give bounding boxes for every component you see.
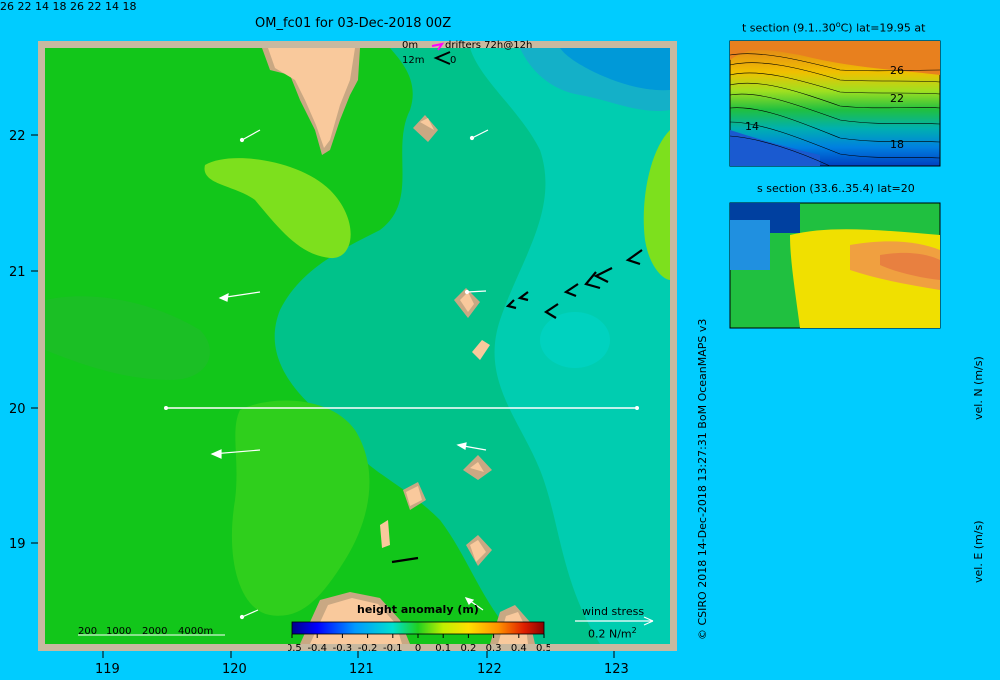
map-ytick: 21 (9, 265, 26, 280)
region-lime-1 (204, 158, 351, 259)
vel-n-label: vel. N (m/s) (972, 356, 985, 420)
panel-temperature: 26 22 14 18 (729, 40, 941, 167)
depth-scale-4000: 4000m (178, 626, 214, 637)
depth-scale-200: 200 (78, 626, 98, 637)
colorbar-tick-label: -0.2 (358, 643, 378, 654)
colorbar-tick-label: 0 (415, 643, 421, 654)
drifter-legend-0m (431, 42, 445, 51)
colorbar-tick-label: -0.3 (333, 643, 353, 654)
svg-text:26: 26 (890, 64, 904, 77)
colorbar-tick-label: 0.1 (435, 643, 451, 654)
island-1 (413, 115, 438, 142)
drifter-tracks (391, 249, 643, 564)
map-ytick: 22 (9, 129, 26, 144)
colorbar-tick-label: -0.1 (383, 643, 403, 654)
map-xtick: 121 (349, 662, 374, 677)
land-taiwan (268, 48, 355, 148)
region-eddy (540, 312, 610, 368)
main-map: 119 120 121 122 123 22 21 20 19 (9, 41, 677, 677)
map-ytick: 20 (9, 402, 26, 417)
legend-12m: 12m (402, 55, 425, 66)
vel-e-label: vel. E (m/s) (972, 520, 985, 583)
legend-drifters: drifters 72h@12h (445, 40, 533, 51)
map-xtick: 119 (95, 662, 120, 677)
region-blue (560, 48, 670, 91)
drifter-legend-12m (433, 51, 451, 65)
panel-s-title: s section (33.6..35.4) lat=20 (757, 182, 915, 195)
svg-text:22: 22 (890, 92, 904, 105)
panel-vel-east: 26 22 14 18 (70, 0, 137, 13)
region-green-light (231, 400, 370, 616)
colorbar-title: height anomaly (m) (357, 603, 479, 616)
wind-stress-unit: 0.2 N/m2 (588, 626, 637, 641)
map-xtick: 123 (604, 662, 629, 677)
map-title: OM_fc01 for 03-Dec-2018 00Z (255, 16, 452, 31)
region-lime-2 (643, 130, 670, 280)
colorbar-tick-label: 0.2 (460, 643, 476, 654)
sea-surface-height-field (45, 48, 670, 644)
colorbar-tick-label: -0.4 (307, 643, 327, 654)
legend-0m: 0m (402, 40, 419, 51)
region-green-shade (45, 296, 210, 380)
credit-text: © CSIRO 2018 14-Dec-2018 13:27:31 BoM Oc… (696, 318, 709, 640)
wind-vectors (210, 129, 489, 620)
island-3 (472, 340, 490, 360)
section-panels: 26 22 14 18 (729, 40, 941, 329)
svg-text:18: 18 (890, 138, 904, 151)
legend-zero: 0 (450, 55, 457, 66)
map-axis-ticks (31, 134, 615, 658)
panel-salinity (729, 202, 941, 329)
panel-t-title: t section (9.1..30oC) lat=19.95 at (742, 20, 926, 35)
colorbar-tick-label: 0.4 (511, 643, 527, 654)
depth-scale-1000: 1000 (106, 626, 132, 637)
svg-text:14: 14 (745, 120, 759, 133)
map-xtick: 120 (222, 662, 247, 677)
colorbar-tick-label: 0.3 (486, 643, 502, 654)
colorbar-tick-label: 0.5 (536, 643, 550, 654)
map-ytick: 19 (9, 537, 26, 552)
island-6 (380, 520, 390, 548)
wind-stress-label: wind stress (582, 605, 645, 618)
panel-vel-north: 26 22 14 18 (0, 0, 67, 13)
map-xtick: 122 (477, 662, 502, 677)
depth-scale-2000: 2000 (142, 626, 168, 637)
height-colorbar: -0.5 -0.4 -0.3 -0.2 -0.1 0 0.1 0.2 0.3 0.4 0.5 (288, 621, 550, 654)
colorbar-tick-label: -0.5 (288, 643, 302, 654)
